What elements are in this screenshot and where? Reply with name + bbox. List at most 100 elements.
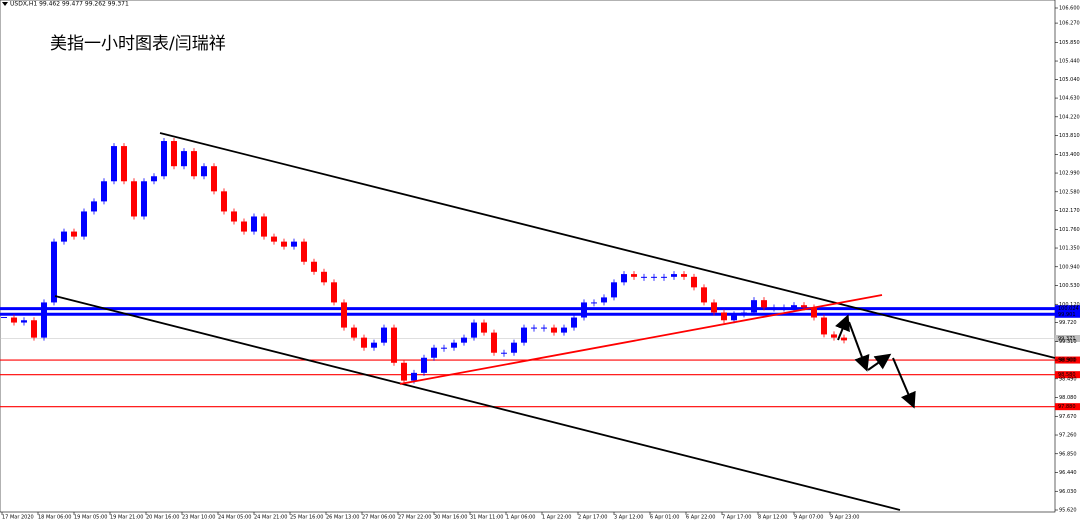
x-tick-label: 6 Apr 01:00	[650, 515, 679, 520]
candle	[721, 312, 727, 321]
y-tick-label: 100.120	[1059, 302, 1080, 308]
candle	[171, 141, 177, 167]
plot-frame	[0, 0, 1056, 513]
candle	[181, 151, 187, 167]
candle	[291, 241, 297, 247]
chart-title: 美指一小时图表/闫瑞祥	[50, 34, 226, 54]
candle	[191, 151, 197, 177]
x-tick-label: 6 Apr 22:00	[686, 515, 715, 520]
candle	[71, 231, 77, 237]
level-label: 98.580	[1058, 372, 1076, 378]
candle	[21, 320, 27, 323]
candle	[111, 146, 117, 182]
x-tick-label: 20 Mar 16:00	[146, 515, 179, 520]
candle	[421, 357, 427, 373]
level-box	[1055, 305, 1080, 313]
candle	[491, 332, 497, 353]
candle	[31, 320, 37, 338]
candle	[701, 287, 707, 303]
candle	[641, 276, 647, 278]
candle	[841, 337, 847, 341]
candle	[741, 312, 747, 315]
candle	[521, 327, 527, 343]
level-box	[1055, 310, 1080, 318]
candle	[321, 271, 327, 283]
candle	[481, 322, 487, 333]
candle	[441, 347, 447, 349]
y-tick-label: 106.270	[1059, 21, 1080, 27]
candle	[81, 211, 87, 237]
y-tick-label: 99.310	[1059, 339, 1077, 345]
candle	[231, 211, 237, 222]
x-tick-label: 9 Apr 23:00	[830, 515, 859, 520]
x-tick-label: 24 Mar 05:00	[218, 515, 251, 520]
candle	[201, 166, 207, 177]
candle	[511, 342, 517, 353]
y-tick-label: 100.530	[1059, 283, 1080, 289]
y-tick-label: 104.220	[1059, 114, 1080, 120]
y-tick-label: 105.040	[1059, 77, 1080, 83]
candle	[101, 181, 107, 202]
candle	[461, 337, 467, 343]
candle	[581, 302, 587, 318]
candle	[691, 276, 697, 288]
candle	[601, 297, 607, 303]
candle	[831, 334, 837, 338]
trend-line	[159, 132, 1056, 359]
level-label: 97.880	[1058, 404, 1076, 410]
candle	[51, 241, 57, 303]
y-tick-label: 95.620	[1059, 508, 1077, 514]
y-tick-label: 98.490	[1059, 376, 1077, 382]
candle	[251, 216, 257, 232]
y-tick-label: 98.080	[1059, 395, 1077, 401]
candle	[451, 342, 457, 348]
candle	[591, 302, 597, 304]
x-tick-label: 27 Mar 22:00	[398, 515, 431, 520]
x-tick-label: 25 Mar 16:00	[290, 515, 323, 520]
candle	[241, 221, 247, 232]
candle	[161, 141, 167, 177]
level-label: 100.024	[1058, 306, 1079, 312]
candle	[731, 314, 737, 321]
y-tick-label: 99.720	[1059, 320, 1077, 326]
y-tick-label: 102.580	[1059, 189, 1080, 195]
x-tick-label: 7 Apr 17:00	[722, 515, 751, 520]
candle	[391, 327, 397, 363]
candle	[681, 274, 687, 277]
current-price-label: 99.371	[1058, 336, 1076, 342]
candle	[91, 201, 97, 212]
x-tick-label: 2 Apr 17:00	[578, 515, 607, 520]
candle	[281, 241, 287, 247]
candle	[121, 146, 127, 182]
candle	[471, 322, 477, 338]
x-tick-label: 23 Mar 10:00	[182, 515, 215, 520]
candle	[351, 327, 357, 338]
y-tick-label: 97.670	[1059, 414, 1077, 420]
candle	[671, 274, 677, 277]
x-tick-label: 17 Mar 2020	[2, 515, 34, 520]
candle	[631, 274, 637, 277]
x-tick-label: 8 Apr 12:00	[758, 515, 787, 520]
level-box	[1055, 371, 1080, 379]
x-tick-label: 30 Mar 16:00	[434, 515, 467, 520]
candle	[761, 300, 767, 308]
candle	[11, 317, 17, 323]
y-tick-label: 101.760	[1059, 227, 1080, 233]
candle	[561, 327, 567, 333]
candle	[711, 302, 717, 313]
arrows	[835, 314, 916, 409]
candle	[41, 302, 47, 338]
candle	[271, 236, 277, 242]
candle	[221, 191, 227, 212]
y-tick-label: 105.440	[1059, 59, 1080, 65]
candle	[771, 307, 777, 309]
candle	[781, 307, 787, 309]
candle	[541, 327, 547, 329]
y-tick-label: 96.850	[1059, 451, 1077, 457]
candle	[821, 317, 827, 335]
candle	[551, 327, 557, 333]
candle	[621, 274, 627, 283]
candle	[501, 352, 507, 354]
candle	[801, 305, 807, 308]
